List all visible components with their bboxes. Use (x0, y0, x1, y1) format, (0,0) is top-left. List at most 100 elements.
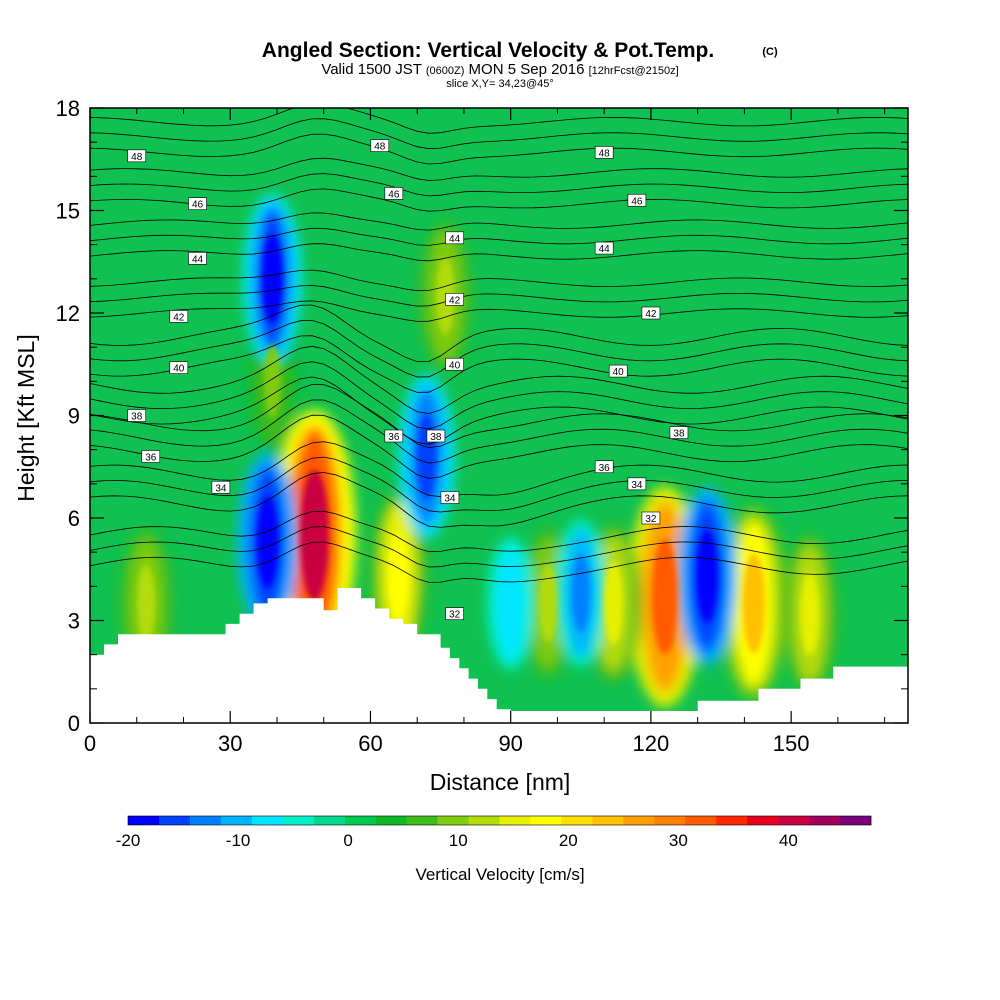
y-tick-label: 6 (68, 506, 80, 531)
colorbar-swatch (840, 816, 872, 825)
chart-subtitle: Valid 1500 JST (0600Z) MON 5 Sep 2016 [1… (321, 61, 678, 78)
contour-label: 44 (594, 241, 614, 255)
downdraft-core (571, 554, 590, 632)
contour-label: 48 (594, 146, 614, 159)
theta-contour-42 (90, 269, 908, 292)
theta-contour-32 (90, 526, 908, 568)
contour-label: 40 (169, 361, 189, 375)
contour-label-text: 38 (430, 432, 442, 443)
y-tick-label: 9 (68, 404, 80, 429)
colorbar-tick-label: 20 (559, 831, 578, 850)
y-tick-label: 3 (68, 609, 80, 634)
contour-label: 48 (370, 139, 390, 153)
contour-label: 46 (384, 187, 404, 200)
contour-label-text: 48 (374, 142, 386, 153)
colorbar-swatch (778, 816, 810, 825)
contour-label: 38 (127, 409, 147, 423)
contour-label-text: 48 (131, 152, 143, 163)
contour-label: 40 (608, 364, 628, 378)
contour-label: 36 (384, 429, 404, 443)
contour-label: 38 (426, 429, 446, 443)
contour-label: 44 (188, 252, 207, 265)
theta-contour-38 (90, 345, 908, 415)
x-tick-label: 60 (358, 731, 382, 756)
velocity-field (120, 193, 838, 708)
theta-contour-46 (90, 188, 908, 212)
colorbar-tick-label: -10 (226, 831, 251, 850)
theta-contour-44 (90, 243, 908, 262)
theta-contour-34 (90, 472, 908, 528)
contour-label: 42 (445, 293, 464, 306)
downdraft-core (502, 568, 519, 639)
y-tick-label: 18 (56, 96, 80, 121)
contour-label: 34 (627, 477, 647, 491)
colorbar-swatch (809, 816, 841, 825)
theta-contour-36 (90, 414, 908, 479)
updraft-core (539, 564, 557, 642)
theta-contour-36 (90, 399, 908, 464)
updraft-core (742, 553, 765, 654)
contour-label: 34 (211, 480, 231, 494)
contour-label-text: 40 (173, 364, 185, 375)
colorbar-swatch (251, 816, 284, 825)
theta-contour-32 (90, 510, 908, 553)
x-tick-label: 90 (498, 731, 522, 756)
contour-label-text: 46 (388, 189, 400, 200)
theta-contour-42 (90, 300, 908, 322)
theta-contour-38 (90, 376, 908, 445)
contour-label: 40 (445, 357, 464, 371)
theta-contour-36 (90, 384, 908, 449)
colorbar-swatch (406, 816, 438, 825)
colorbar-frame (127, 815, 872, 826)
colorbar-swatch (561, 816, 593, 825)
y-tick-label: 15 (56, 199, 80, 224)
y-tick-label: 12 (56, 301, 80, 326)
colorbar-swatch (158, 816, 191, 825)
colorbar-swatch (623, 816, 655, 825)
contour-label: 34 (440, 491, 460, 505)
theta-contour-38 (90, 361, 908, 430)
colorbar-ticks: -20 -10 0 10 20 30 40 (116, 831, 798, 850)
contour-label-text: 38 (131, 412, 143, 423)
colorbar-swatch (220, 816, 253, 825)
theta-contour-48 (90, 118, 908, 150)
contour-label: 36 (141, 450, 161, 464)
colorbar-swatch (313, 816, 346, 825)
theta-contour-42 (90, 285, 908, 307)
contour-label: 46 (627, 193, 647, 207)
contour-label-text: 34 (215, 483, 227, 494)
contour-label-text: 34 (631, 480, 643, 491)
updraft-core (263, 344, 281, 418)
colorbar-swatch (654, 816, 686, 825)
theta-contour-labels: 48 48 48 46 46 46 44 44 44 42 42 42 40 40 40 38 38 38 36 36… (127, 139, 689, 621)
colorbar-tick-label: 10 (449, 831, 468, 850)
x-axis-label: Distance [nm] (430, 769, 571, 795)
chart-title: Angled Section: Vertical Velocity & Pot.… (262, 39, 714, 62)
contour-label-text: 36 (599, 463, 611, 474)
colorbar-swatch (530, 816, 562, 825)
colorbar-tick-label: 0 (343, 831, 352, 850)
contour-label: 42 (641, 306, 661, 320)
contour-label-text: 36 (145, 453, 157, 464)
x-tick-label: 0 (84, 731, 96, 756)
colorbar-tick-label: -20 (116, 831, 141, 850)
contour-label-text: 48 (599, 148, 611, 159)
velocity-field-cores (137, 234, 820, 656)
updraft-core (604, 562, 624, 645)
colorbar-swatch (468, 816, 500, 825)
colorbar-tick-label: 30 (669, 831, 688, 850)
colorbar-swatch (128, 816, 160, 825)
contour-label-text: 46 (631, 196, 643, 207)
x-tick-label: 150 (773, 731, 810, 756)
contour-label-text: 38 (673, 429, 685, 440)
updraft-core (137, 564, 156, 642)
y-axis-label: Height [Kft MSL] (13, 334, 39, 501)
theta-contour-44 (90, 227, 908, 246)
contour-label: 38 (669, 426, 689, 440)
colorbar (127, 815, 872, 826)
updraft-core (436, 257, 455, 335)
downdraft-core (696, 529, 718, 623)
downdraft-core (257, 495, 279, 589)
